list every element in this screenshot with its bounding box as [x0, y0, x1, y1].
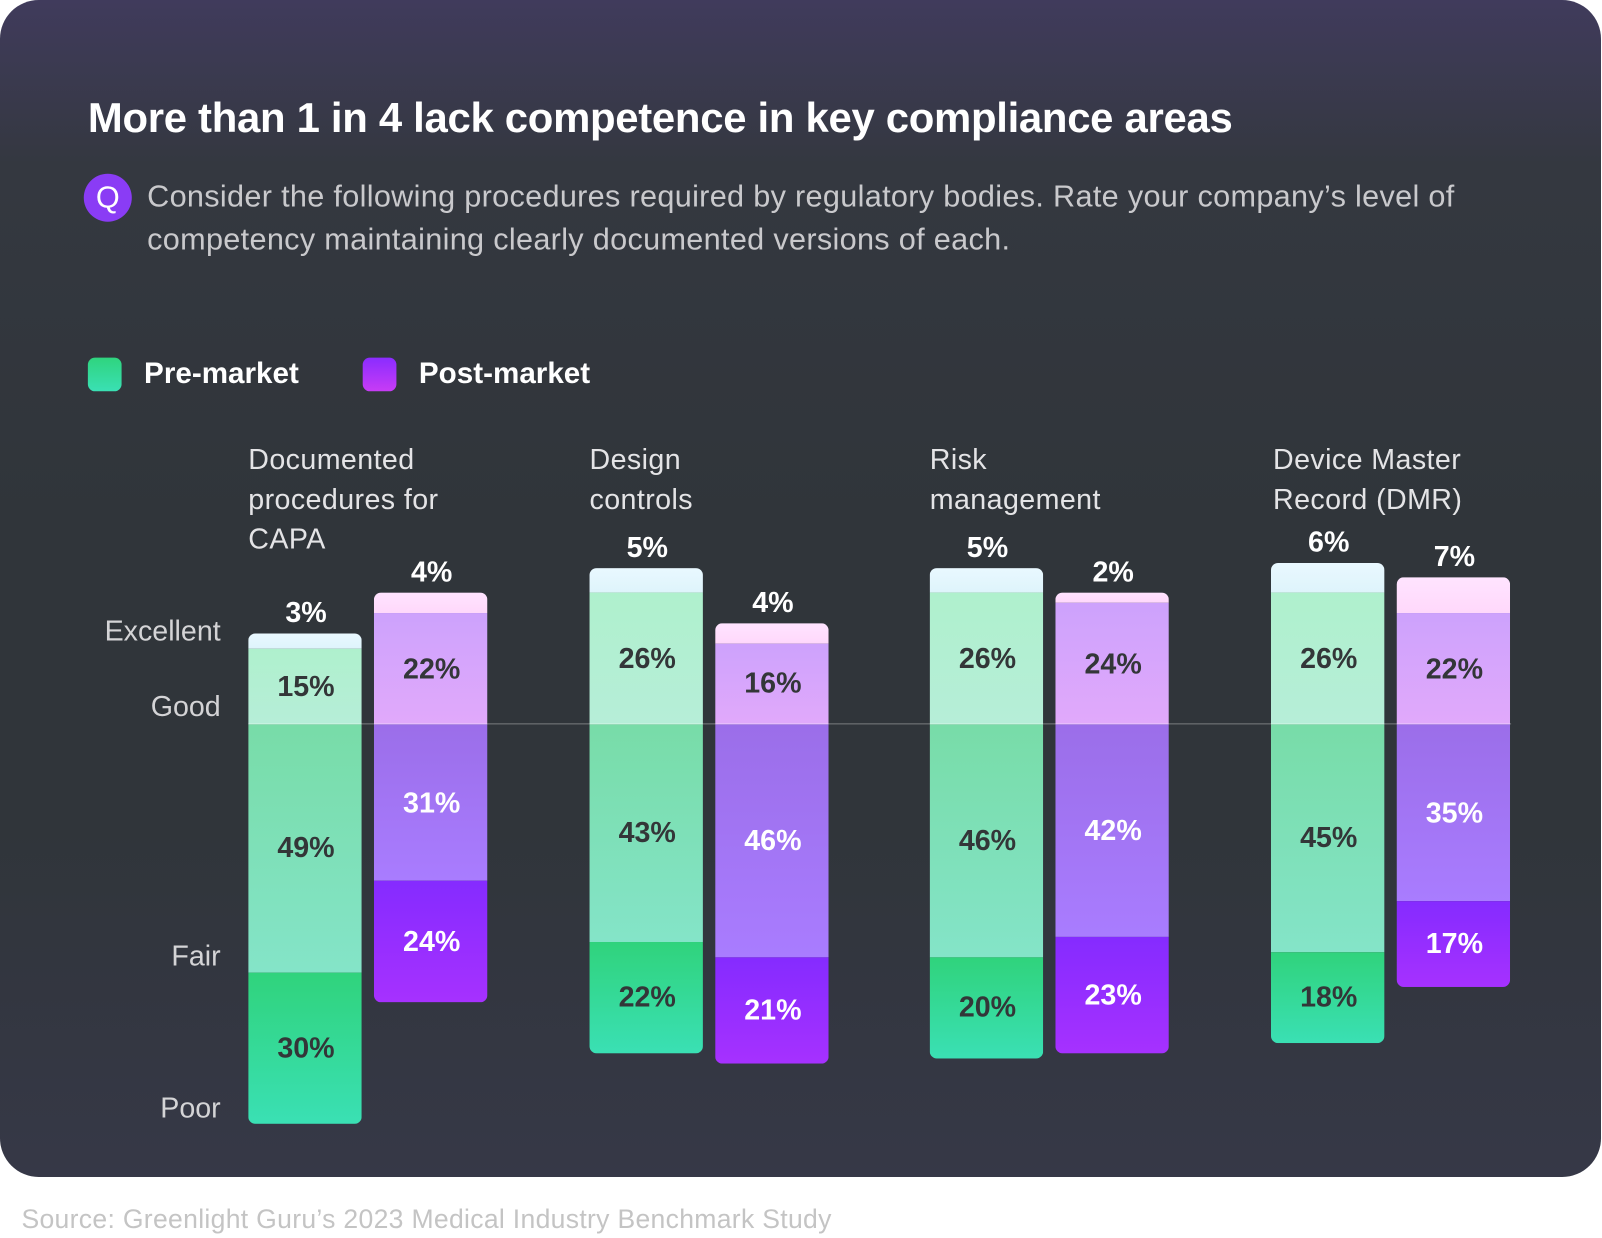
data-label-fair: 49% [277, 831, 335, 864]
legend-swatch-post-market [362, 357, 397, 392]
data-label-fair: 45% [1300, 821, 1358, 854]
segment-good [715, 643, 829, 725]
segment-poor [589, 941, 703, 1054]
segment-good [1270, 592, 1385, 725]
good-fair-divider-line [248, 723, 1512, 725]
data-label-good: 26% [618, 642, 676, 674]
data-label-fair: 31% [403, 786, 461, 819]
segment-poor [248, 972, 362, 1124]
segment-excellent [589, 567, 703, 593]
data-label-excellent: 3% [285, 596, 327, 629]
y-label-excellent: Excellent [104, 615, 221, 647]
data-label-poor: 22% [618, 981, 676, 1013]
data-label-good: 24% [1084, 647, 1142, 680]
segment-excellent [1396, 577, 1511, 614]
segment-poor [1055, 936, 1169, 1054]
category-label-capa: Documented procedures for CAPA [248, 443, 439, 555]
category-label-dmr: Device Master Record (DMR) [1273, 443, 1463, 515]
data-label-fair: 42% [1084, 814, 1142, 846]
data-label-good: 26% [958, 642, 1017, 674]
data-label-fair: 46% [744, 824, 802, 857]
legend-item-pre-market: Pre-market [87, 357, 299, 392]
segment-fair [1270, 724, 1385, 952]
segment-poor [373, 881, 488, 1003]
data-label-good: 22% [403, 652, 461, 685]
legend-label: Pre-market [144, 357, 299, 391]
segment-fair [1396, 724, 1511, 902]
data-label-excellent: 4% [752, 586, 794, 619]
segment-excellent [1055, 592, 1169, 603]
segment-good [248, 648, 362, 725]
segment-excellent [1270, 562, 1385, 593]
segment-excellent [929, 567, 1044, 593]
segment-good [589, 592, 703, 725]
segment-good [1396, 613, 1511, 725]
bar-pre-1 [589, 567, 703, 1054]
legend-swatch-pre-market [87, 357, 122, 392]
bar-pre-3 [1270, 562, 1385, 1043]
y-label-fair: Fair [171, 939, 221, 972]
segment-excellent [715, 623, 829, 644]
data-label-excellent: 5% [966, 530, 1009, 563]
data-label-good: 26% [1300, 642, 1358, 674]
chart-card: More than 1 in 4 lack competence in key … [0, 0, 1602, 1177]
segment-poor [1396, 901, 1511, 988]
bar-pre-2 [929, 567, 1044, 1059]
segment-fair [929, 724, 1044, 957]
data-label-poor: 18% [1300, 981, 1358, 1013]
data-label-poor: 30% [277, 1031, 335, 1064]
legend-item-post-market: Post-market [362, 357, 591, 392]
data-label-fair: 46% [958, 824, 1017, 857]
legend-label: Post-market [418, 357, 591, 391]
bar-post-0 [373, 592, 488, 1003]
category-label-design-controls: Design controls [589, 443, 693, 515]
y-label-good: Good [150, 690, 221, 723]
segment-good [1055, 602, 1169, 725]
bar-pre-0 [248, 633, 362, 1124]
segment-poor [1270, 951, 1385, 1043]
bar-post-1 [715, 623, 829, 1064]
bar-post-2 [1055, 592, 1169, 1054]
data-label-poor: 17% [1425, 928, 1484, 960]
survey-question: Consider the following procedures requir… [147, 179, 1455, 257]
data-label-poor: 23% [1084, 978, 1142, 1011]
data-label-excellent: 5% [626, 530, 668, 563]
data-label-fair: 35% [1425, 796, 1484, 829]
source-note: Source: Greenlight Guru’s 2023 Medical I… [21, 1203, 832, 1235]
segment-excellent [373, 592, 488, 614]
data-label-good: 15% [277, 670, 335, 702]
segment-good [373, 613, 488, 725]
data-label-poor: 20% [958, 991, 1017, 1023]
bar-post-3 [1396, 577, 1511, 988]
data-label-poor: 21% [744, 993, 802, 1026]
data-label-excellent: 4% [410, 556, 453, 588]
question-icon: Q [83, 173, 132, 222]
page-title: More than 1 in 4 lack competence in key … [87, 93, 1233, 141]
data-label-fair: 43% [618, 816, 676, 849]
segment-fair [715, 724, 829, 958]
segment-poor [929, 957, 1044, 1059]
segment-poor [715, 957, 829, 1064]
y-label-poor: Poor [160, 1092, 221, 1124]
segment-good [929, 592, 1044, 725]
segment-fair [373, 724, 488, 882]
data-label-excellent: 2% [1092, 556, 1134, 588]
data-label-good: 16% [744, 667, 802, 700]
segment-fair [1055, 724, 1169, 937]
segment-excellent [248, 633, 362, 649]
data-label-poor: 24% [403, 925, 461, 958]
category-label-risk-management: Risk management [929, 443, 1101, 515]
segment-fair [589, 724, 703, 942]
data-label-excellent: 6% [1308, 525, 1350, 558]
data-label-excellent: 7% [1433, 540, 1476, 573]
data-label-good: 22% [1425, 652, 1484, 685]
segment-fair [248, 724, 362, 973]
